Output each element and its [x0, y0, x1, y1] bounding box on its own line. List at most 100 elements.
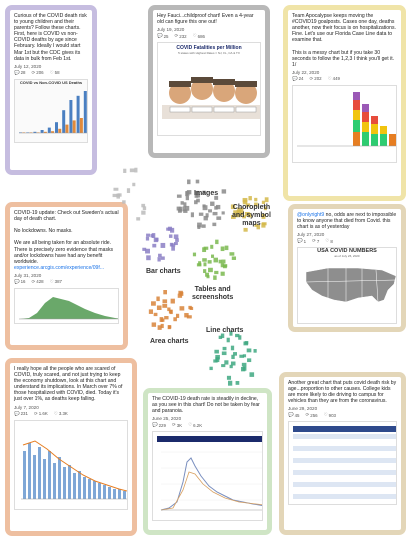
chart-thumbnail-dot[interactable] — [254, 197, 258, 202]
mention-link[interactable]: @onlyright9 — [297, 212, 325, 218]
tweet-card-risk-by-age[interactable]: Another great chart that puts covid deat… — [279, 372, 406, 535]
chart-thumbnail-dot[interactable] — [169, 242, 174, 247]
chart-thumbnail-dot[interactable] — [243, 341, 249, 346]
chart-thumbnail-dot[interactable] — [126, 188, 131, 193]
reply-count[interactable]: 💬 25 — [157, 33, 169, 39]
chart-thumbnail-dot[interactable] — [192, 252, 197, 257]
retweet-count[interactable]: ⟳ 3K — [171, 422, 183, 428]
chart-thumbnail-dot[interactable] — [151, 301, 156, 306]
chart-thumbnail-dot[interactable] — [221, 259, 226, 264]
like-count[interactable]: ♡ 8 — [325, 238, 333, 244]
chart-thumbnail-dot[interactable] — [185, 205, 190, 211]
chart-thumbnail-dot[interactable] — [261, 200, 266, 205]
tweet-card-florida-hospitalizations[interactable]: Team Apocalypse keeps moving the #COVID1… — [283, 5, 406, 201]
like-count[interactable]: ♡ 686 — [192, 33, 205, 39]
retweet-count[interactable]: ⟳ 256 — [305, 412, 318, 418]
chart-thumbnail-dot[interactable] — [170, 227, 175, 233]
chart-thumbnail-dot[interactable] — [132, 182, 136, 187]
chart-thumbnail-dot[interactable] — [129, 168, 135, 173]
chart-thumbnail-dot[interactable] — [208, 209, 212, 213]
chart-thumbnail-dot[interactable] — [170, 298, 175, 304]
chart-thumbnail-dot[interactable] — [263, 206, 267, 211]
chart-thumbnail-dot[interactable] — [249, 372, 255, 377]
chart-thumbnail-dot[interactable] — [202, 190, 206, 194]
chart-thumbnail-dot[interactable] — [243, 227, 248, 232]
chart-thumbnail-dot[interactable] — [244, 212, 250, 217]
chart-thumbnail-dot[interactable] — [202, 205, 208, 211]
chart-thumbnail-dot[interactable] — [227, 380, 233, 386]
chart-thumbnail-dot[interactable] — [179, 291, 184, 296]
chart-thumbnail-dot[interactable] — [112, 193, 118, 198]
chart-thumbnail-dot[interactable] — [220, 271, 225, 276]
chart-thumbnail-dot[interactable] — [122, 200, 126, 204]
chart-thumbnail-dot[interactable] — [185, 195, 190, 201]
chart-thumbnail-dot[interactable] — [208, 267, 213, 273]
chart-thumbnail-dot[interactable] — [242, 354, 247, 358]
chart-thumbnail-dot[interactable] — [163, 290, 168, 295]
chart-thumbnail-dot[interactable] — [185, 191, 189, 197]
chart-thumbnail-dot[interactable] — [231, 256, 237, 260]
tweet-card-sweden-deaths[interactable]: COVID-19 update: Check out Sweden's actu… — [5, 202, 128, 350]
chart-thumbnail-dot[interactable] — [153, 237, 159, 243]
chart-thumbnail-dot[interactable] — [175, 313, 180, 318]
chart-thumbnail-dot[interactable] — [213, 275, 217, 280]
chart-thumbnail-dot[interactable] — [242, 199, 248, 205]
reply-count[interactable]: 💬 229 — [152, 422, 166, 428]
chart-thumbnail-dot[interactable] — [157, 257, 161, 262]
retweet-count[interactable]: ⟳ 1.6K — [33, 410, 48, 417]
chart-thumbnail-dot[interactable] — [213, 257, 218, 263]
chart-thumbnail-dot[interactable] — [216, 216, 222, 220]
chart-thumbnail-dot[interactable] — [153, 312, 158, 317]
chart-thumbnail-dot[interactable] — [169, 309, 173, 315]
chart-thumbnail-dot[interactable] — [168, 234, 173, 238]
tweet-card-hospitalized-deaths[interactable]: I really hope all the people who are sca… — [5, 358, 137, 536]
chart-thumbnail-dot[interactable] — [202, 204, 206, 208]
chart-thumbnail-dot[interactable] — [148, 309, 154, 314]
retweet-count[interactable]: ⟳ 206 — [31, 69, 44, 76]
retweet-count[interactable]: ⟳ 232 — [174, 33, 187, 39]
chart-thumbnail-dot[interactable] — [230, 361, 236, 366]
chart-thumbnail-dot[interactable] — [221, 364, 226, 368]
chart-thumbnail-dot[interactable] — [241, 366, 246, 372]
chart-thumbnail-dot[interactable] — [166, 227, 171, 231]
chart-thumbnail-dot[interactable] — [189, 306, 194, 310]
chart-thumbnail-dot[interactable] — [195, 179, 200, 184]
chart-thumbnail-dot[interactable] — [167, 307, 171, 312]
like-count[interactable]: ♡ 6.2K — [188, 422, 203, 428]
reply-count[interactable]: 💬 28 — [14, 69, 26, 76]
chart-thumbnail-dot[interactable] — [142, 206, 147, 210]
chart-thumbnail-dot[interactable] — [214, 206, 218, 210]
chart-thumbnail-dot[interactable] — [254, 223, 259, 227]
chart-thumbnail-dot[interactable] — [160, 256, 165, 260]
chart-thumbnail-dot[interactable] — [235, 214, 241, 218]
chart-thumbnail-dot[interactable] — [211, 254, 215, 258]
chart-thumbnail-dot[interactable] — [215, 357, 220, 363]
chart-thumbnail-dot[interactable] — [160, 318, 165, 322]
chart-thumbnail-dot[interactable] — [214, 195, 219, 200]
chart-thumbnail-dot[interactable] — [201, 224, 206, 228]
chart-thumbnail-dot[interactable] — [207, 260, 212, 264]
chart-thumbnail-dot[interactable] — [247, 358, 252, 363]
chart-thumbnail-dot[interactable] — [220, 263, 224, 268]
chart-thumbnail-dot[interactable] — [253, 349, 257, 353]
chart-thumbnail-dot[interactable] — [240, 210, 244, 215]
chart-thumbnail-dot[interactable] — [173, 317, 177, 322]
chart-thumbnail-dot[interactable] — [261, 222, 266, 228]
chart-thumbnail-dot[interactable] — [203, 215, 208, 221]
chart-thumbnail-dot[interactable] — [176, 194, 182, 198]
like-count[interactable]: ♡ 58 — [49, 69, 60, 76]
chart-thumbnail-dot[interactable] — [195, 190, 200, 195]
chart-thumbnail-dot[interactable] — [221, 189, 227, 194]
chart-thumbnail-dot[interactable] — [186, 190, 192, 195]
chart-thumbnail-dot[interactable] — [141, 203, 146, 208]
chart-thumbnail-dot[interactable] — [230, 345, 235, 351]
chart-thumbnail-dot[interactable] — [245, 203, 251, 207]
chart-thumbnail-dot[interactable] — [158, 253, 162, 258]
chart-thumbnail-dot[interactable] — [203, 262, 207, 267]
chart-thumbnail-dot[interactable] — [141, 210, 146, 215]
chart-thumbnail-dot[interactable] — [222, 346, 227, 351]
reply-count[interactable]: 💬 231 — [14, 410, 28, 417]
chart-thumbnail-dot[interactable] — [236, 209, 242, 215]
chart-thumbnail-dot[interactable] — [214, 270, 219, 275]
chart-thumbnail-dot[interactable] — [221, 351, 227, 356]
